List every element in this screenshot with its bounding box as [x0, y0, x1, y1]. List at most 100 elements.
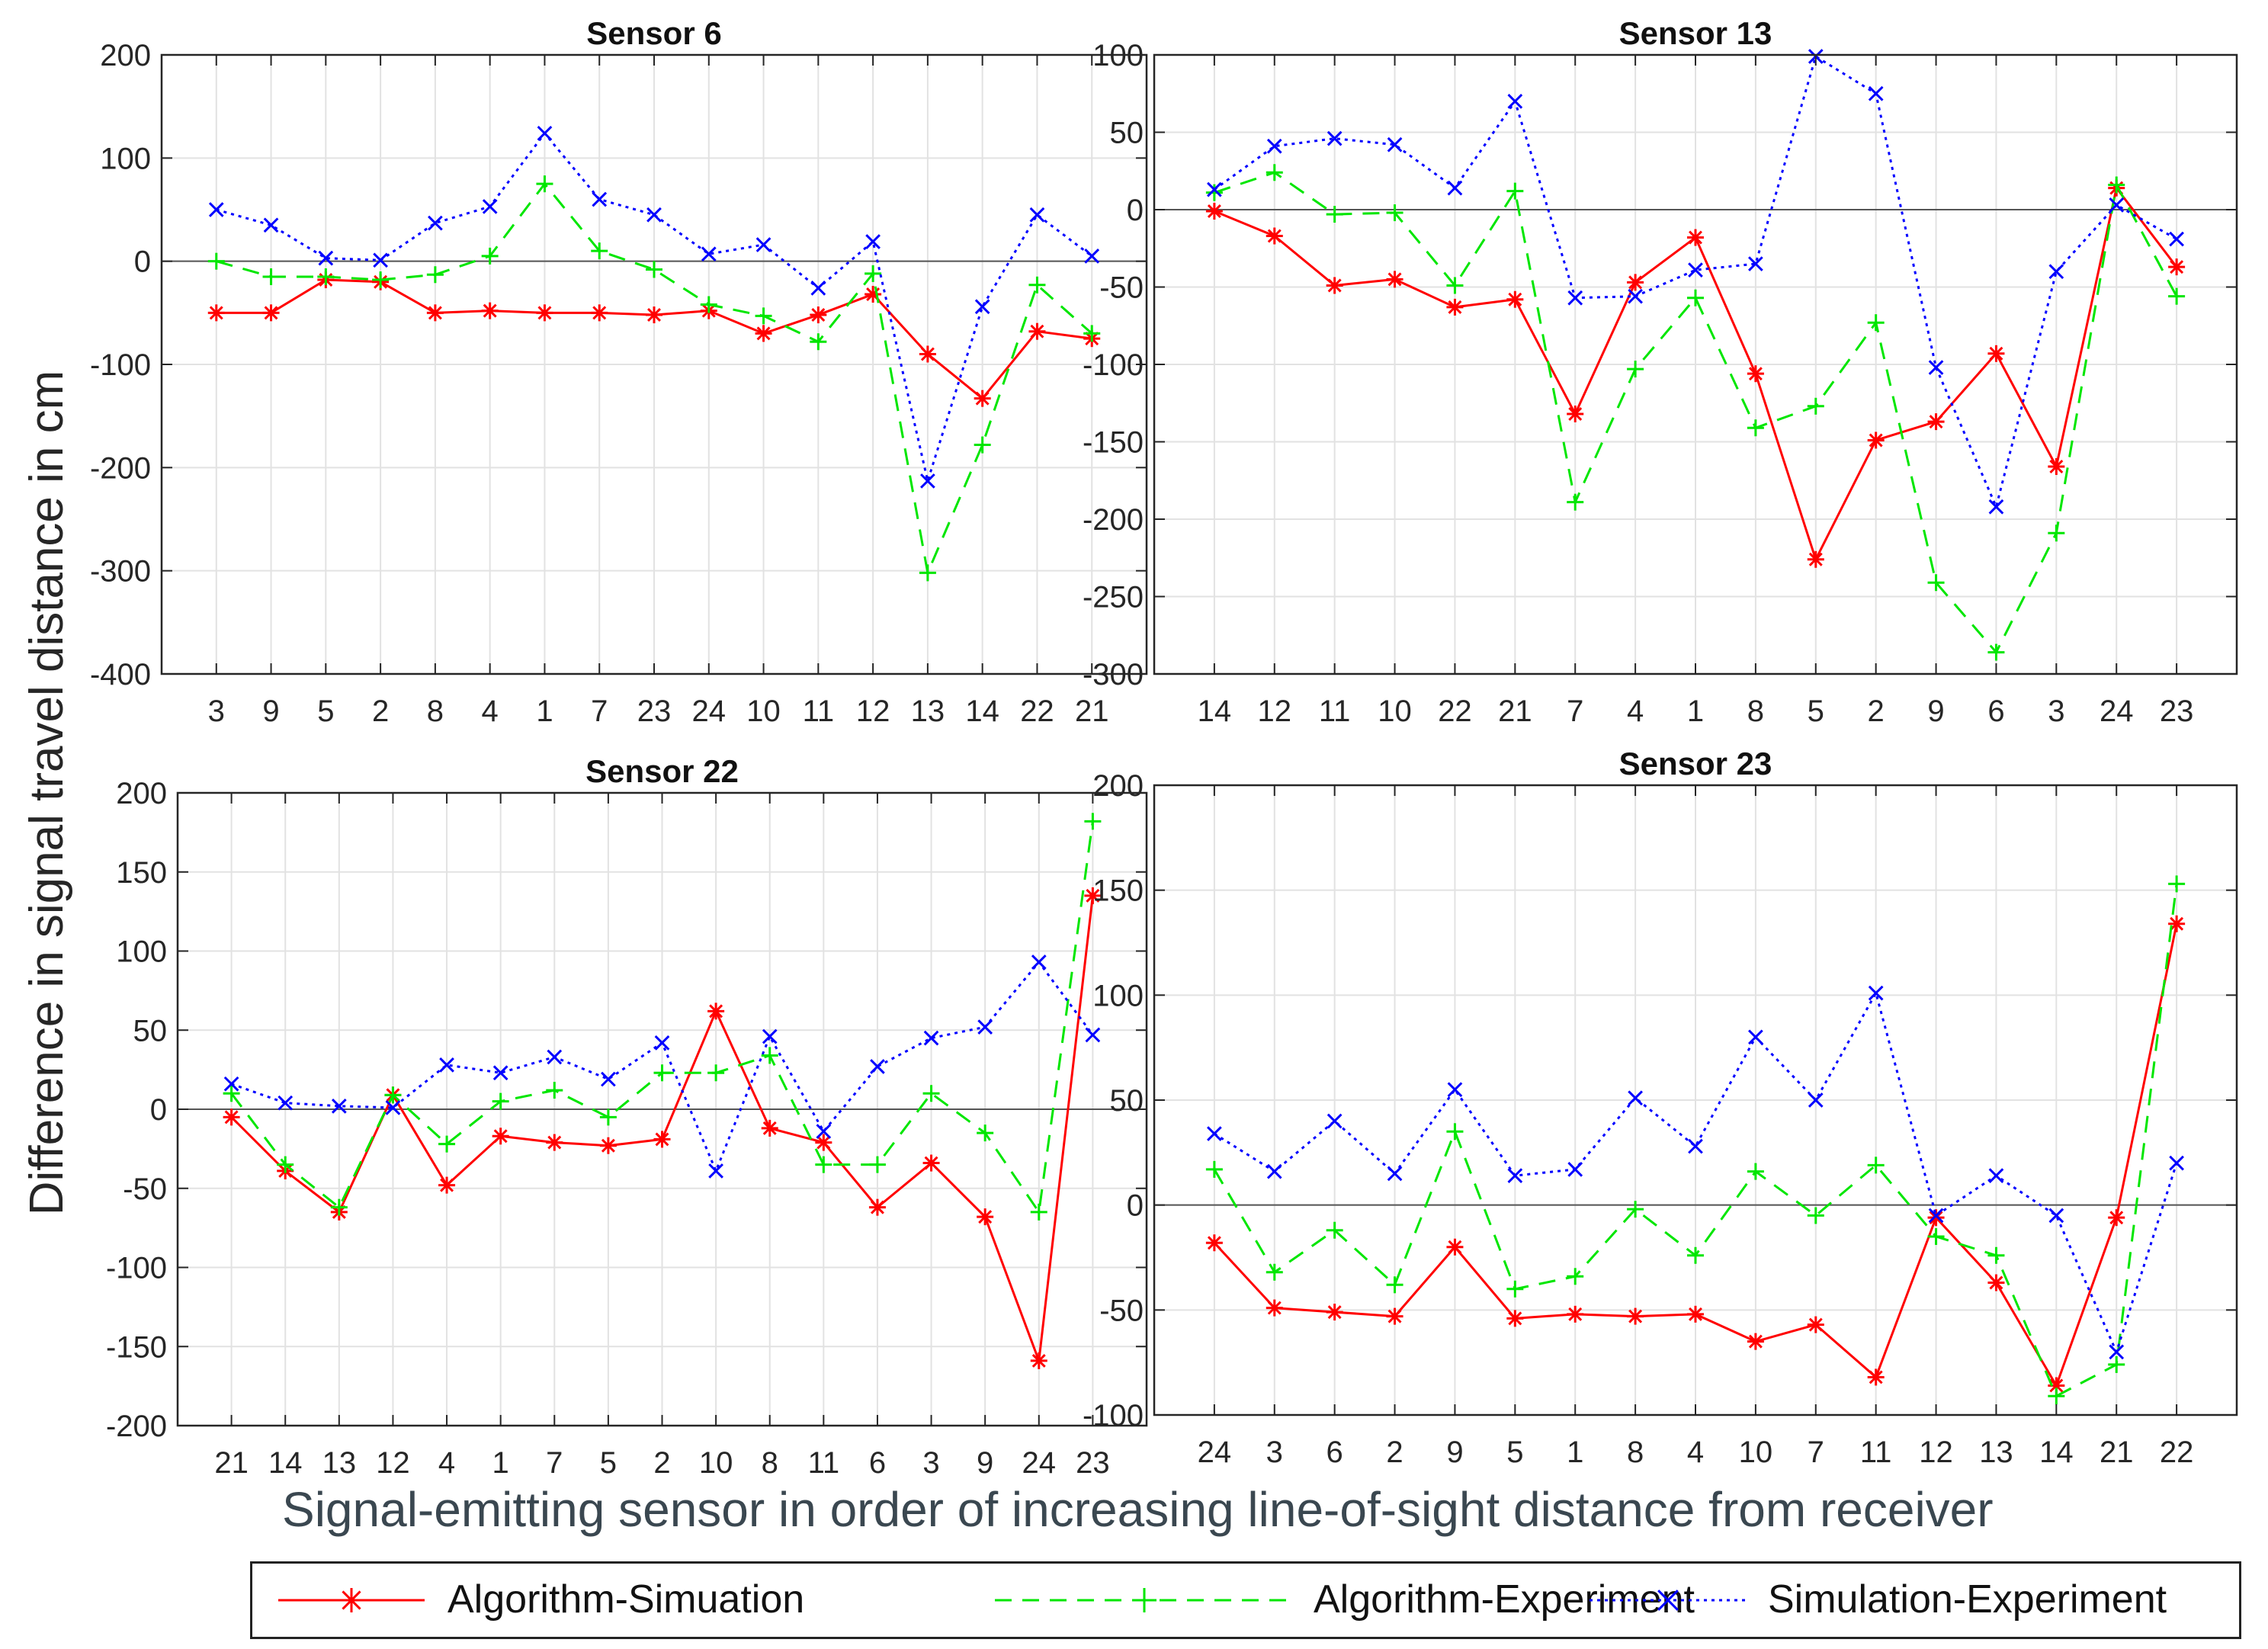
y-tick-label: 0: [134, 245, 151, 279]
data-point: [1266, 1263, 1283, 1281]
x-tick-label: 14: [2039, 1436, 2074, 1469]
data-point: [385, 1100, 401, 1115]
x-tick-label: 11: [1860, 1436, 1892, 1469]
data-point: [439, 1057, 454, 1073]
y-tick-label: -100: [1083, 1399, 1144, 1432]
data-point: [653, 1131, 671, 1148]
legend-item-algorithm-simulation: Algorithm-Simuation: [268, 1564, 954, 1637]
x-tick-label: 22: [1438, 695, 1472, 728]
series-simulation-experiment: [1207, 985, 2184, 1360]
series-algorithm-experiment: [207, 175, 1101, 582]
data-point: [591, 304, 608, 322]
y-tick-label: -200: [90, 451, 151, 485]
data-point: [1507, 94, 1523, 109]
data-point: [482, 199, 498, 214]
data-point: [1205, 1160, 1223, 1178]
y-tick-label: 100: [116, 935, 167, 969]
data-point: [1687, 1246, 1704, 1264]
x-tick-label: 1: [1567, 1436, 1583, 1469]
data-point: [707, 1064, 725, 1082]
data-point: [277, 1156, 294, 1173]
data-point: [2168, 287, 2186, 305]
x-tick-label: 10: [1739, 1436, 1773, 1469]
chart-title: Sensor 22: [585, 753, 739, 789]
series-algorithm-experiment: [223, 813, 1102, 1221]
data-point: [1867, 1368, 1885, 1386]
x-tick-label: 2: [1386, 1436, 1403, 1469]
data-point: [2048, 457, 2065, 475]
data-point: [546, 1082, 563, 1099]
x-tick-label: 1: [1687, 695, 1704, 728]
y-tick-label: -300: [90, 555, 151, 589]
data-point: [1807, 550, 1824, 568]
x-tick-label: 11: [803, 695, 835, 728]
x-tick-label: 4: [438, 1446, 455, 1480]
y-tick-label: 0: [150, 1093, 167, 1127]
data-point: [919, 345, 936, 363]
data-point: [1266, 164, 1283, 181]
x-tick-label: 22: [1020, 695, 1054, 728]
x-tick-label: 4: [1687, 1436, 1704, 1469]
data-point: [1988, 499, 2004, 515]
data-point: [920, 473, 935, 489]
data-point: [2048, 1388, 2065, 1405]
y-tick-label: -150: [106, 1330, 167, 1364]
series-simulation-experiment: [1207, 49, 2184, 515]
x-tick-label: 9: [262, 695, 279, 728]
x-tick-label: 14: [268, 1446, 303, 1480]
data-point: [317, 268, 335, 285]
data-point: [2108, 1355, 2125, 1373]
x-tick-label: 21: [1498, 695, 1532, 728]
data-point: [2168, 915, 2186, 932]
series-algorithm-simuation: [1205, 179, 2186, 568]
data-point: [868, 1156, 886, 1173]
chart-title: Sensor 6: [586, 15, 721, 51]
data-point: [1627, 361, 1644, 378]
data-point: [536, 175, 553, 193]
y-tick-label: -50: [1099, 1294, 1144, 1327]
x-axis-label: Signal-emitting sensor in order of incre…: [282, 1482, 1994, 1537]
x-tick-label: 8: [427, 695, 444, 728]
data-point: [1084, 249, 1100, 264]
data-point: [865, 265, 882, 282]
data-point: [277, 1095, 294, 1111]
data-point: [1567, 1268, 1584, 1285]
x-tick-label: 1: [492, 1446, 509, 1480]
x-tick-label: 2: [372, 695, 389, 728]
data-point: [492, 1065, 508, 1081]
data-point: [1084, 813, 1102, 830]
data-point: [263, 217, 279, 233]
data-point: [1628, 288, 1643, 304]
data-point: [1326, 206, 1343, 223]
data-point: [1386, 1276, 1403, 1294]
data-point: [1447, 1082, 1463, 1098]
data-point: [1567, 290, 1583, 306]
x-tick-label: 9: [1927, 695, 1944, 728]
data-point: [1506, 1310, 1524, 1327]
data-point: [1628, 1090, 1643, 1106]
data-point: [1207, 1126, 1222, 1141]
data-point: [1030, 1203, 1047, 1221]
data-point: [1326, 1221, 1343, 1239]
x-tick-label: 6: [869, 1446, 886, 1480]
data-point: [646, 306, 662, 324]
data-point: [1029, 207, 1045, 223]
y-tick-label: -300: [1083, 658, 1144, 691]
x-tick-label: 8: [1747, 695, 1764, 728]
data-point: [492, 1128, 509, 1145]
x-tick-label: 4: [1627, 695, 1644, 728]
series-line: [1214, 171, 2178, 654]
data-point: [2048, 264, 2064, 280]
legend-marker: [1132, 1588, 1156, 1612]
data-point: [815, 1156, 832, 1173]
series-simulation-experiment: [208, 125, 1100, 489]
series-algorithm-experiment: [1205, 875, 2186, 1405]
data-point: [1387, 1166, 1403, 1182]
data-point: [1207, 181, 1222, 197]
x-tick-label: 24: [2100, 695, 2134, 728]
data-point: [2169, 231, 2184, 247]
data-point: [1028, 276, 1046, 294]
y-tick-label: 200: [116, 777, 167, 810]
data-point: [1446, 1238, 1464, 1256]
